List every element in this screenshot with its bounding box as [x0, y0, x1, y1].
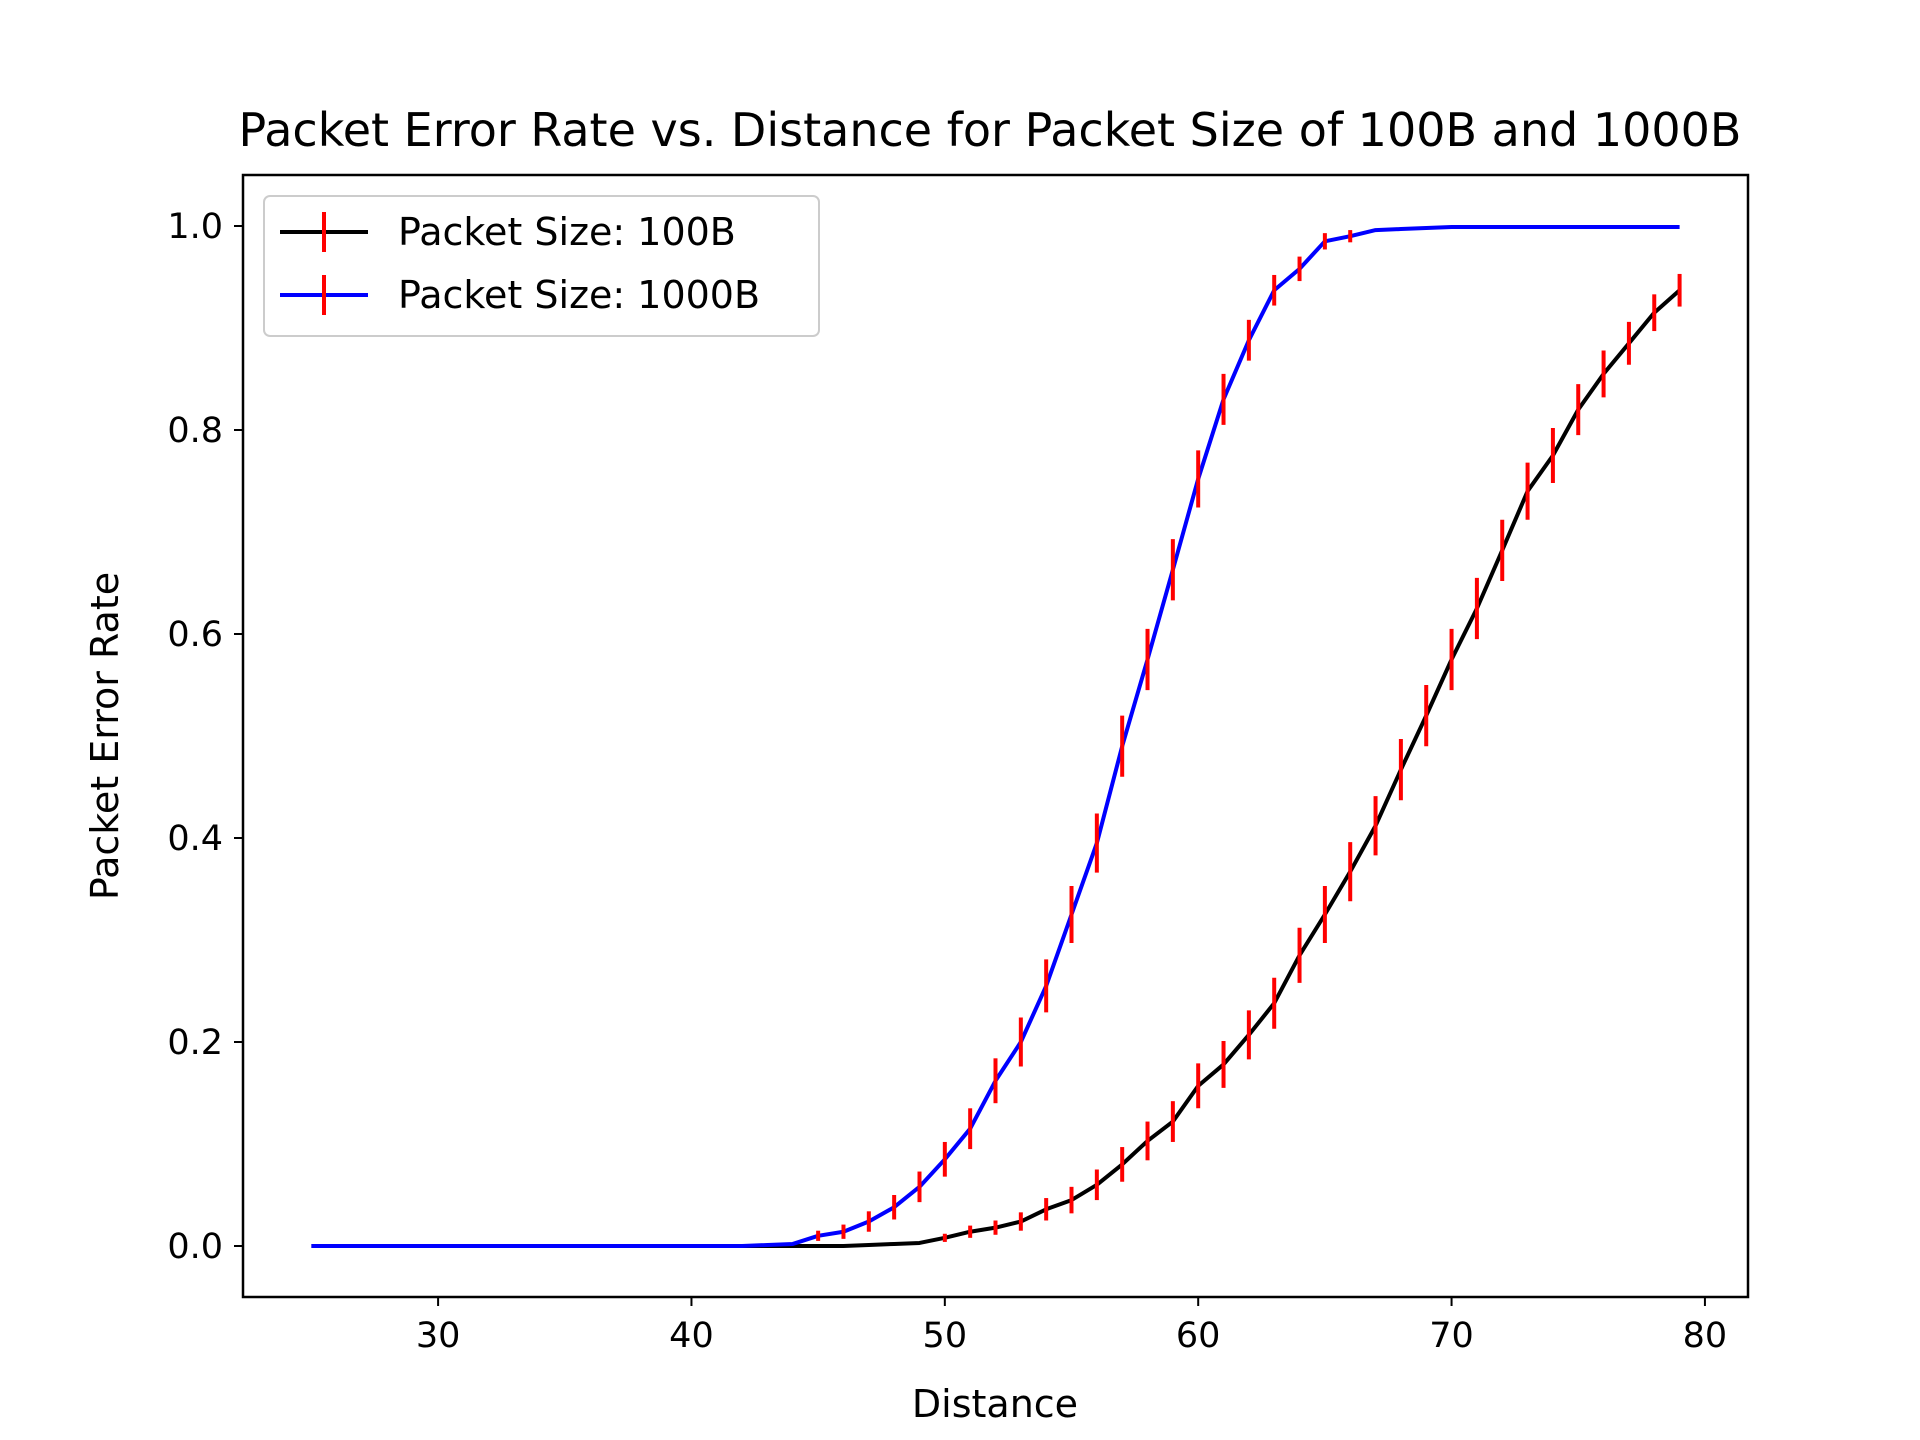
y-tick-label: 0.2	[167, 1023, 223, 1063]
series-layer	[311, 225, 1682, 1248]
x-tick-label: 40	[669, 1316, 714, 1356]
y-axis: 0.0 0.2 0.4 0.6 0.8 1.0	[167, 207, 243, 1267]
y-tick-label: 1.0	[167, 207, 223, 247]
y-tick-label: 0.8	[167, 411, 223, 451]
series-2	[311, 225, 1680, 1248]
chart-title: Packet Error Rate vs. Distance for Packe…	[239, 103, 1742, 157]
legend-label: Packet Size: 100B	[398, 210, 736, 254]
x-tick-label: 30	[416, 1316, 461, 1356]
x-axis: 30 40 50 60 70 80	[416, 1297, 1727, 1356]
x-tick-label: 50	[923, 1316, 968, 1356]
y-axis-title: Packet Error Rate	[83, 572, 127, 900]
legend: Packet Size: 100B Packet Size: 1000B	[263, 195, 820, 337]
y-tick-label: 0.6	[167, 615, 223, 655]
y-tick-label: 0.0	[167, 1227, 223, 1267]
plot-area	[241, 173, 1750, 1299]
x-tick-label: 80	[1683, 1316, 1728, 1356]
x-axis-title: Distance	[912, 1382, 1078, 1426]
legend-box	[263, 195, 820, 337]
x-tick-label: 60	[1176, 1316, 1221, 1356]
legend-label: Packet Size: 1000B	[398, 273, 760, 317]
y-tick-label: 0.4	[167, 819, 223, 859]
x-tick-label: 70	[1429, 1316, 1474, 1356]
